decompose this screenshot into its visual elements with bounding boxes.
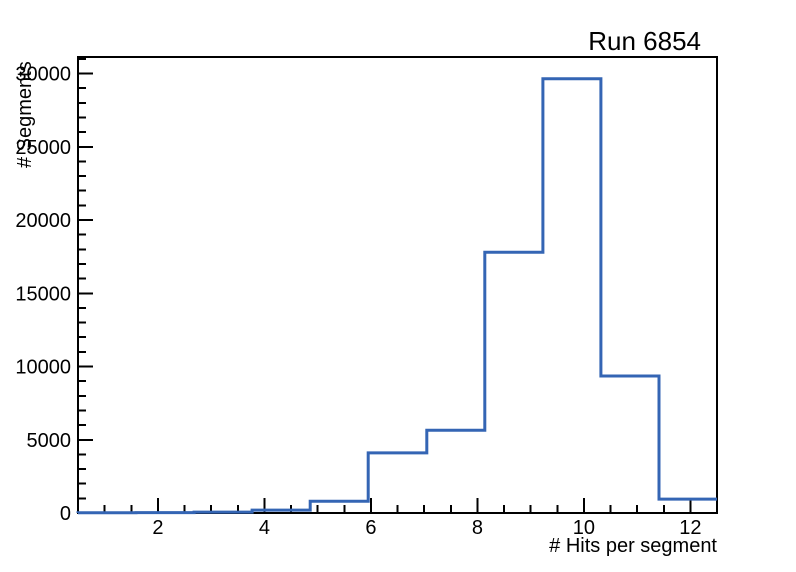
y-axis-tick-label: 10000 <box>15 357 71 379</box>
y-axis-tick-label: 30000 <box>15 64 71 86</box>
y-axis-tick-label: 5000 <box>27 430 72 452</box>
x-axis-tick-label: 4 <box>259 517 270 539</box>
x-axis-tick-label: 10 <box>573 517 595 539</box>
y-axis-tick-label: 15000 <box>15 283 71 305</box>
y-axis-tick-label: 0 <box>60 503 71 525</box>
x-axis-title: # Hits per segment <box>549 535 717 557</box>
y-axis-title: # Segments <box>14 61 36 168</box>
x-axis-tick-label: 8 <box>472 517 483 539</box>
x-axis-tick-label: 2 <box>152 517 163 539</box>
plot-title: Run 6854 <box>588 26 701 56</box>
plot-frame <box>77 56 718 514</box>
y-axis-tick-label: 20000 <box>15 210 71 232</box>
y-axis-tick-label: 25000 <box>15 137 71 159</box>
histogram-line <box>76 77 717 515</box>
x-axis-tick-label: 12 <box>679 517 701 539</box>
x-axis-tick-label: 6 <box>365 517 376 539</box>
